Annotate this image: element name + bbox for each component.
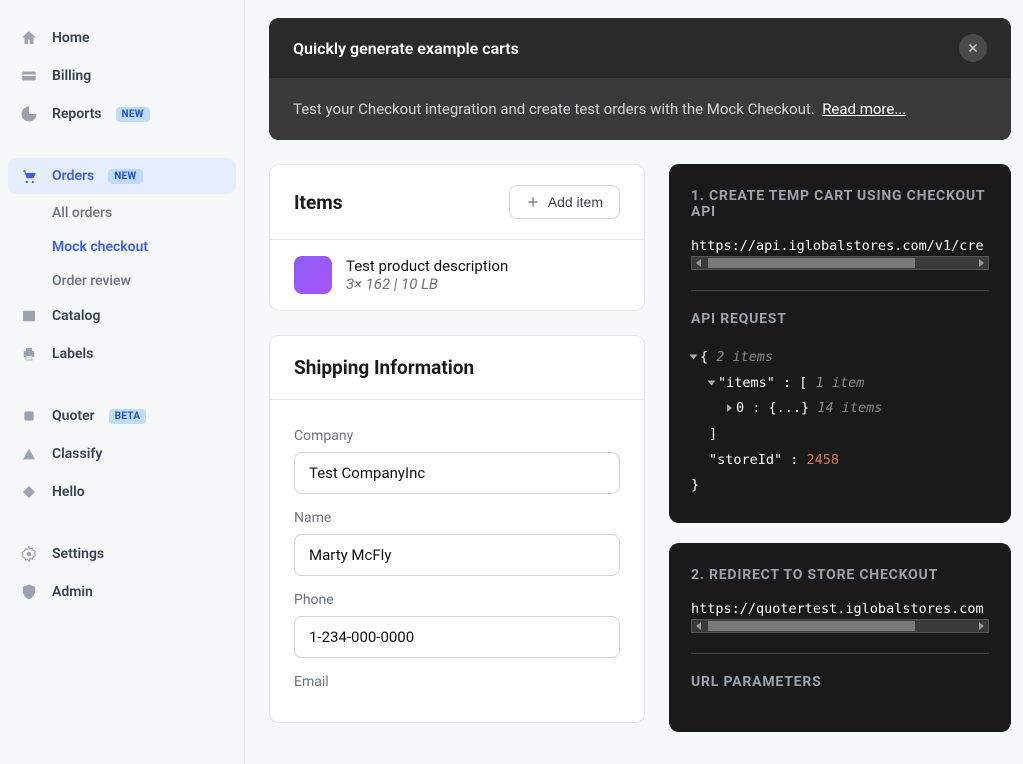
api-panel-redirect: 2. REDIRECT TO STORE CHECKOUT https://qu… <box>669 543 1011 732</box>
shipping-title: Shipping Information <box>294 356 474 379</box>
nav-labels[interactable]: Labels <box>8 336 236 372</box>
horizontal-scrollbar[interactable] <box>691 619 989 633</box>
nav-orders[interactable]: Orders NEW <box>8 158 236 194</box>
json-viewer[interactable]: { 2 items "items" : [ 1 item 0 : {...} 1… <box>691 345 989 499</box>
banner-title: Quickly generate example carts <box>293 39 519 58</box>
api-url: https://api.iglobalstores.com/v1/cre <box>691 238 989 254</box>
nav-quoter[interactable]: Quoter BETA <box>8 398 236 434</box>
nav-classify[interactable]: Classify <box>8 436 236 472</box>
nav-catalog[interactable]: Catalog <box>8 298 236 334</box>
items-card: Items Add item Test product description … <box>269 164 645 311</box>
triangle-icon <box>20 445 38 463</box>
api-url-2: https://quotertest.iglobalstores.com <box>691 601 989 617</box>
nav-label: Reports <box>52 106 102 122</box>
api-request-label: API REQUEST <box>691 311 989 327</box>
catalog-icon <box>20 307 38 325</box>
subnav-order-review[interactable]: Order review <box>52 264 236 298</box>
nav-orders-sub: All orders Mock checkout Order review <box>8 196 236 298</box>
items-title: Items <box>294 191 342 214</box>
nav-hello[interactable]: Hello <box>8 474 236 510</box>
main-content: Quickly generate example carts Test your… <box>245 0 1023 764</box>
banner-close-button[interactable] <box>959 34 987 62</box>
info-banner: Quickly generate example carts Test your… <box>269 18 1011 140</box>
api-panel-create-cart: 1. CREATE TEMP CART USING CHECKOUT API h… <box>669 164 1011 523</box>
banner-read-more-link[interactable]: Read more... <box>822 100 906 118</box>
home-icon <box>20 29 38 47</box>
gear-icon <box>20 545 38 563</box>
item-row[interactable]: Test product description 3× 162 | 10 LB <box>270 240 644 310</box>
company-input[interactable] <box>294 452 620 494</box>
nav-reports[interactable]: Reports NEW <box>8 96 236 132</box>
nav-billing[interactable]: Billing <box>8 58 236 94</box>
api-heading-2: 2. REDIRECT TO STORE CHECKOUT <box>691 567 989 583</box>
nav-label: Billing <box>52 68 91 84</box>
name-input[interactable] <box>294 534 620 576</box>
nav-label: Quoter <box>52 408 95 424</box>
badge-beta: BETA <box>109 409 147 424</box>
nav-label: Admin <box>52 584 93 600</box>
nav-label: Classify <box>52 446 102 462</box>
nav-settings[interactable]: Settings <box>8 536 236 572</box>
subnav-mock-checkout[interactable]: Mock checkout <box>52 230 236 264</box>
diamond-icon <box>20 483 38 501</box>
horizontal-scrollbar[interactable] <box>691 256 989 270</box>
subnav-all-orders[interactable]: All orders <box>52 196 236 230</box>
nav-admin[interactable]: Admin <box>8 574 236 610</box>
company-label: Company <box>294 428 620 444</box>
square-icon <box>20 407 38 425</box>
item-thumb <box>294 256 332 294</box>
cart-icon <box>20 167 38 185</box>
sidebar: Home Billing Reports NEW Orders NEW All … <box>0 0 245 764</box>
nav-label: Labels <box>52 346 93 362</box>
nav-home[interactable]: Home <box>8 20 236 56</box>
item-meta: 3× 162 | 10 LB <box>346 275 508 293</box>
nav-label: Hello <box>52 484 85 500</box>
banner-body-text: Test your Checkout integration and creat… <box>293 100 815 118</box>
item-description: Test product description <box>346 257 508 275</box>
pie-icon <box>20 105 38 123</box>
email-label: Email <box>294 674 620 690</box>
shield-icon <box>20 583 38 601</box>
plus-icon <box>526 195 540 209</box>
nav-label: Home <box>52 30 90 46</box>
add-item-label: Add item <box>548 194 603 210</box>
badge-new: NEW <box>116 107 150 122</box>
close-icon <box>966 41 980 55</box>
shipping-card: Shipping Information Company Name Phone <box>269 335 645 723</box>
phone-input[interactable] <box>294 616 620 658</box>
add-item-button[interactable]: Add item <box>509 185 620 219</box>
name-label: Name <box>294 510 620 526</box>
nav-label: Catalog <box>52 308 100 324</box>
phone-label: Phone <box>294 592 620 608</box>
nav-label: Settings <box>52 546 104 562</box>
nav-label: Orders <box>52 168 94 184</box>
url-params-label: URL PARAMETERS <box>691 674 989 690</box>
api-heading: 1. CREATE TEMP CART USING CHECKOUT API <box>691 188 989 220</box>
badge-new: NEW <box>108 169 142 184</box>
card-icon <box>20 67 38 85</box>
print-icon <box>20 345 38 363</box>
